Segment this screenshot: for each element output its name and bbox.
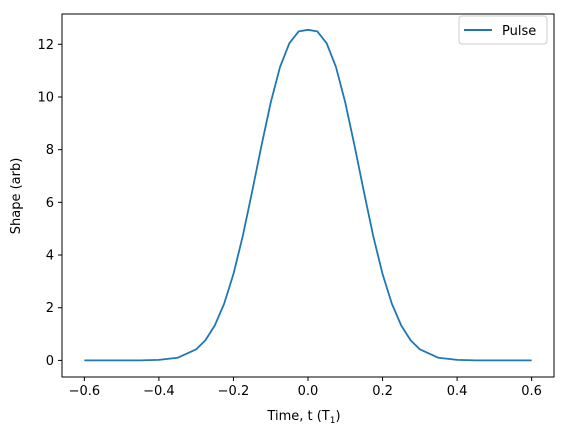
y-tick-label: 4: [46, 249, 54, 264]
x-axis-label: Time, t (T1): [266, 409, 340, 426]
legend-label: Pulse: [502, 24, 536, 39]
y-tick-label: 10: [37, 90, 54, 105]
y-tick-label: 2: [46, 301, 54, 316]
y-tick-label: 12: [37, 38, 54, 53]
y-axis-label: Shape (arb): [9, 158, 24, 235]
x-tick-label: 0.6: [521, 384, 542, 399]
x-tick-label: −0.4: [143, 384, 175, 399]
y-axis-ticks: 0 2 4 6 8 10 12: [37, 38, 62, 369]
x-tick-label: −0.2: [218, 384, 250, 399]
series-line-0: [84, 28, 532, 362]
x-tick-label: −0.6: [69, 384, 101, 399]
legend-box: [458, 15, 548, 45]
x-tick-label: 0.0: [298, 384, 319, 399]
x-axis-ticks: −0.6 −0.4 −0.2 0.0 0.2 0.4 0.6: [69, 377, 542, 399]
y-tick-label: 6: [46, 196, 54, 211]
legend: Pulse: [458, 15, 548, 45]
x-tick-label: 0.4: [447, 384, 468, 399]
axes-frame: [61, 13, 555, 378]
y-tick-label: 8: [46, 143, 54, 158]
plot-area: [61, 13, 555, 378]
y-tick-label: 0: [46, 354, 54, 369]
x-tick-label: 0.2: [372, 384, 393, 399]
